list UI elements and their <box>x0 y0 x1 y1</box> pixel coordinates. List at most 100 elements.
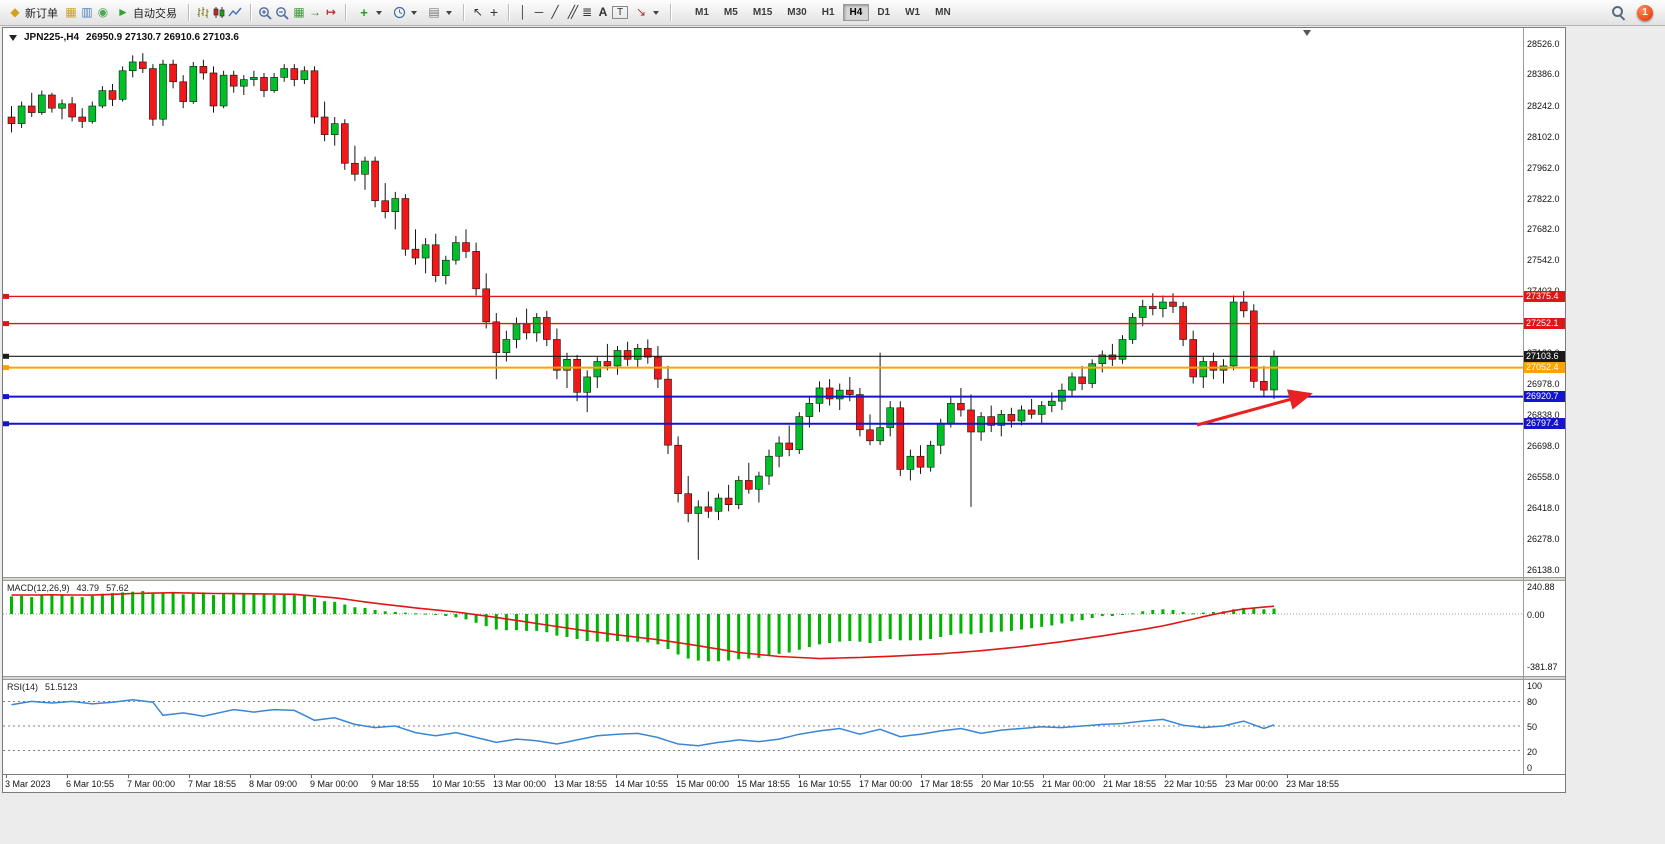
toolbar-separator <box>188 4 189 21</box>
timeframe-button-m15[interactable]: M15 <box>752 7 773 18</box>
search-icon[interactable] <box>1612 6 1625 19</box>
trendline-icon[interactable]: ╱ <box>551 5 559 19</box>
terminal-icon[interactable]: ◉ <box>97 5 109 19</box>
macd-bar <box>787 614 791 653</box>
candle <box>1128 317 1137 340</box>
candle <box>1027 409 1036 415</box>
macd-tick-label: 240.88 <box>1527 582 1555 592</box>
time-tick <box>1287 775 1288 778</box>
navigator-icon[interactable]: ▥ <box>81 5 93 19</box>
market-watch-icon[interactable]: ▦ <box>65 5 77 19</box>
candles-chart-icon[interactable] <box>212 5 226 20</box>
notification-badge[interactable]: 1 <box>1637 4 1653 21</box>
timeframe-button-m1[interactable]: M1 <box>695 7 709 18</box>
pane-separator[interactable] <box>3 676 1565 680</box>
zoom-in-icon[interactable] <box>258 5 273 20</box>
macd-bar <box>292 595 296 614</box>
symbol-period-text: JPN225-,H4 <box>24 32 80 43</box>
timeframe-button-m5[interactable]: M5 <box>723 7 738 18</box>
macd-bar <box>131 591 135 614</box>
candle <box>744 480 753 490</box>
time-tick-label: 21 Mar 18:55 <box>1103 779 1157 789</box>
text-icon[interactable]: A <box>598 5 608 19</box>
macd-name: MACD(12,26,9) <box>7 583 70 593</box>
label-icon[interactable]: T <box>612 6 628 19</box>
timeframe-button-mn[interactable]: MN <box>935 7 951 18</box>
one-click-trading-icon[interactable] <box>9 34 17 41</box>
channel-icon[interactable]: ╱╱ <box>567 5 578 19</box>
candle <box>108 90 117 100</box>
candle <box>240 79 248 87</box>
macd-bar <box>393 611 397 614</box>
macd-bar <box>818 614 821 645</box>
rsi-pane[interactable]: RSI(14) 51.5123 <box>3 680 1565 774</box>
time-tick-label: 9 Mar 00:00 <box>310 779 359 789</box>
auto-trading-icon: ► <box>117 5 129 19</box>
line-chart-icon[interactable] <box>228 5 243 20</box>
time-tick <box>799 775 800 778</box>
macd-bar <box>1272 608 1276 614</box>
macd-pane[interactable]: MACD(12,26,9) 43.79 57.62 <box>3 581 1565 676</box>
time-tick-label: 8 Mar 09:00 <box>249 779 298 789</box>
candle <box>906 455 915 470</box>
macd-bar <box>100 593 104 614</box>
candle <box>1048 400 1056 406</box>
macd-bar <box>868 614 872 644</box>
macd-bar <box>90 595 94 614</box>
timeframe-button-d1[interactable]: D1 <box>877 7 891 18</box>
candle <box>775 442 783 457</box>
macd-bar <box>161 592 165 614</box>
macd-bar <box>848 614 852 641</box>
macd-bar <box>1242 607 1246 614</box>
macd-bar <box>757 614 761 658</box>
candle <box>886 407 895 428</box>
new-order-button[interactable]: ◆ 新订单 <box>4 4 62 22</box>
timeframe-button-h1[interactable]: H1 <box>821 7 835 18</box>
auto-trading-button[interactable]: ► 自动交易 <box>112 4 181 22</box>
vertical-line-icon[interactable]: │ <box>519 5 527 19</box>
candle <box>694 506 703 514</box>
macd-chart[interactable] <box>3 581 1523 676</box>
timeframe-button-w1[interactable]: W1 <box>905 7 921 18</box>
tile-windows-icon[interactable]: ▦ <box>293 5 305 19</box>
price-tick-label: 26698.0 <box>1527 441 1560 452</box>
timeframe-button-m30[interactable]: M30 <box>787 7 807 18</box>
price-axis[interactable]: 28526.0 28386.0 28242.0 28102.0 27962.0 27822… <box>1523 28 1565 774</box>
indicators-button[interactable]: + <box>353 4 386 21</box>
main-chart-pane[interactable]: JPN225-,H4 26950.9 27130.7 26910.6 27103… <box>3 28 1565 577</box>
cursor-icon[interactable]: ↖ <box>472 5 484 19</box>
timeframe-button-h4[interactable]: H4 <box>842 4 870 21</box>
crosshair-icon[interactable]: + <box>489 4 499 20</box>
candle <box>563 359 571 371</box>
macd-bar <box>1141 611 1145 614</box>
candle <box>68 103 76 118</box>
candlestick-chart[interactable] <box>3 28 1523 577</box>
candle <box>957 403 965 411</box>
rsi-chart[interactable] <box>3 680 1523 774</box>
chart-shift-marker-icon[interactable] <box>1303 30 1311 36</box>
time-axis[interactable]: 3 Mar 2023 6 Mar 10:55 7 Mar 00:00 7 Mar 18… <box>3 774 1565 792</box>
candle <box>179 81 187 102</box>
chart-shift-icon[interactable]: ↦ <box>325 5 337 19</box>
candle <box>755 475 763 490</box>
macd-bar <box>545 614 549 633</box>
chart-window: JPN225-,H4 26950.9 27130.7 26910.6 27103… <box>2 27 1566 793</box>
periods-button[interactable] <box>388 4 421 21</box>
new-order-icon: ◆ <box>10 5 20 19</box>
macd-bar <box>1060 614 1064 624</box>
horizontal-line-icon[interactable]: ─ <box>534 5 544 19</box>
time-tick <box>6 775 7 778</box>
candle <box>361 160 369 175</box>
chevron-down-icon <box>653 10 659 15</box>
templates-button[interactable]: ▤ <box>423 4 456 21</box>
candle <box>835 389 844 400</box>
macd-bar <box>919 614 922 641</box>
candle <box>219 74 228 107</box>
fibonacci-icon[interactable]: ≣ <box>581 5 593 19</box>
auto-scroll-icon[interactable]: → <box>309 5 321 19</box>
arrows-button[interactable]: ↘ <box>630 4 663 21</box>
pane-separator[interactable] <box>3 577 1565 581</box>
zoom-out-icon[interactable] <box>275 5 290 20</box>
candle <box>522 323 531 334</box>
bars-chart-icon[interactable] <box>196 5 210 20</box>
